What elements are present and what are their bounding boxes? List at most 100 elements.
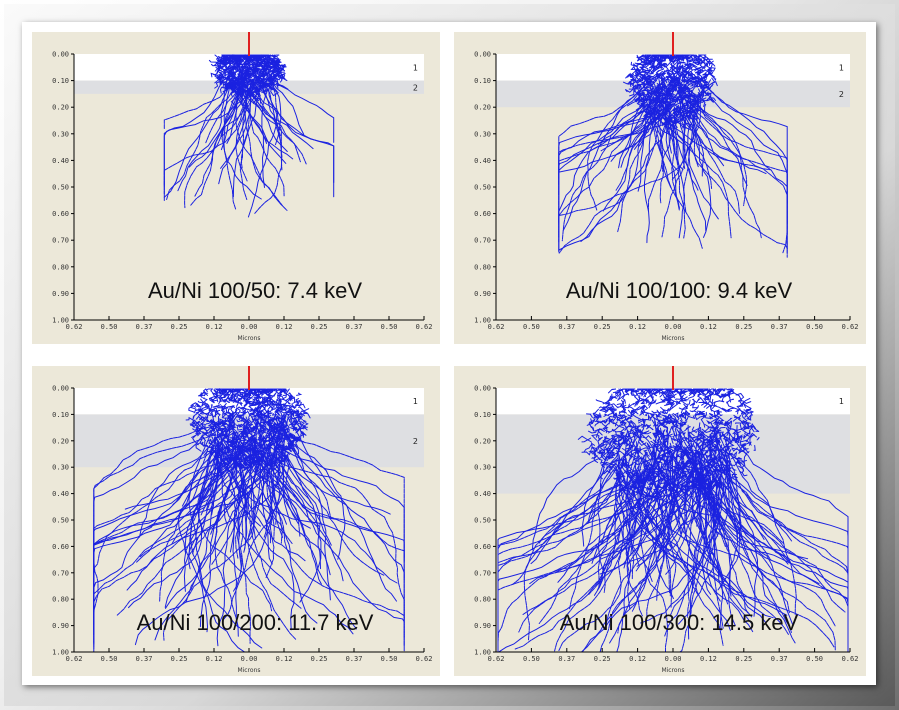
- y-tick-label: 0.30: [474, 130, 491, 138]
- trajectory-track: [274, 417, 332, 519]
- trajectory-core-segment: [242, 408, 250, 414]
- trajectory-core-segment: [247, 411, 253, 418]
- trajectory-core-segment: [244, 421, 253, 426]
- trajectory-core-segment: [610, 395, 617, 400]
- trajectory-core-segment: [647, 476, 653, 481]
- trajectory-core-segment: [252, 68, 257, 76]
- trajectory-core-segment: [241, 391, 245, 398]
- y-tick-label: 0.50: [474, 184, 491, 192]
- trajectory-core-segment: [628, 425, 638, 430]
- trajectory-core-segment: [213, 56, 221, 66]
- trajectory-core-segment: [298, 406, 310, 412]
- trajectory-core-segment: [640, 405, 646, 414]
- trajectory-core-segment: [698, 69, 704, 76]
- trajectory-track: [707, 469, 712, 547]
- trajectory-track: [184, 441, 216, 633]
- trajectory-core-segment: [707, 398, 714, 405]
- trajectory-core-segment: [255, 61, 264, 68]
- simulation-panel-bottom-left: 1 2 0.00 0.10 0.20 0.30 0.40 0.50 0.60 0.70 0.80 0.…: [32, 366, 440, 676]
- trajectory-core-segment: [630, 419, 636, 428]
- trajectory-core-segment: [712, 432, 719, 437]
- trajectory-track: [93, 414, 236, 593]
- trajectory-core-segment: [642, 431, 652, 435]
- trajectory-core-segment: [746, 438, 752, 447]
- trajectory-track: [687, 434, 790, 564]
- trajectory-core-segment: [702, 401, 716, 406]
- trajectory-core-segment: [638, 397, 651, 404]
- trajectory-track: [681, 110, 699, 168]
- trajectory-core-segment: [642, 72, 648, 77]
- trajectory-core-segment: [743, 452, 748, 467]
- trajectory-core-segment: [300, 419, 307, 424]
- trajectory-core-segment: [701, 428, 711, 433]
- trajectory-track: [665, 103, 680, 211]
- trajectory-core-segment: [225, 405, 233, 412]
- trajectory-core-segment: [598, 458, 604, 464]
- trajectory-core-segment: [593, 448, 599, 456]
- y-tick-label: 0.70: [52, 569, 69, 577]
- x-axis-title: Microns: [237, 667, 260, 674]
- trajectory-core-segment: [660, 72, 667, 84]
- trajectory-core-segment: [609, 459, 617, 468]
- trajectory-core-segment: [625, 388, 630, 393]
- trajectory-core-segment: [662, 414, 670, 419]
- trajectory-track: [686, 96, 788, 254]
- x-tick-label: 0.37: [771, 655, 788, 663]
- trajectory-core-segment: [647, 388, 653, 394]
- trajectory-track: [177, 67, 231, 192]
- trajectory-track: [558, 438, 633, 651]
- trajectory-core-segment: [735, 408, 741, 415]
- trajectory-core-segment: [662, 60, 673, 68]
- y-tick-label: 1.00: [474, 317, 491, 325]
- trajectory-core-segment: [197, 408, 204, 413]
- y-tick-label: 0.00: [52, 385, 69, 393]
- trajectory-core-segment: [628, 77, 635, 87]
- trajectory-core-segment: [650, 68, 657, 75]
- x-tick-label: 0.62: [842, 323, 859, 331]
- trajectory-core-segment: [240, 410, 249, 415]
- trajectory-core-segment: [695, 54, 703, 59]
- trajectory-core-segment: [599, 409, 608, 413]
- trajectory-core-segment: [616, 414, 628, 421]
- trajectory-core-segment: [591, 434, 600, 441]
- trajectory-track: [270, 436, 321, 570]
- y-tick-label: 0.80: [474, 596, 491, 604]
- trajectory-core-segment: [643, 84, 649, 89]
- trajectory-core-segment: [287, 407, 293, 414]
- trajectory-core-segment: [236, 458, 244, 461]
- trajectory-track: [497, 472, 636, 649]
- trajectory-core-segment: [632, 63, 639, 68]
- x-tick-label: 0.62: [416, 323, 433, 331]
- trajectory-core-segment: [659, 62, 668, 69]
- trajectory-core-segment: [619, 426, 626, 432]
- x-tick-label: 0.25: [171, 655, 188, 663]
- x-tick-label: 0.62: [66, 655, 83, 663]
- x-tick-label: 0.25: [594, 323, 611, 331]
- trajectory-core-segment: [224, 396, 229, 402]
- trajectory-core-segment: [612, 420, 619, 427]
- trajectory-core-segment: [677, 413, 686, 420]
- y-tick-label: 0.50: [52, 517, 69, 525]
- trajectory-core-segment: [697, 435, 703, 446]
- trajectory-core-segment: [703, 424, 711, 433]
- trajectory-core-segment: [258, 55, 265, 64]
- trajectory-core-segment: [723, 417, 733, 426]
- trajectory-core-segment: [686, 94, 696, 98]
- trajectory-core-segment: [699, 430, 705, 436]
- simulation-panel-top-right: 1 2 0.00 0.10 0.20 0.30 0.40 0.50 0.60 0.70 0.80 0.…: [454, 32, 866, 344]
- trajectory-track: [287, 417, 397, 602]
- trajectory-core-segment: [630, 425, 639, 431]
- trajectory-core-segment: [590, 442, 596, 450]
- trajectory-core-segment: [271, 407, 276, 411]
- trajectory-core-segment: [716, 389, 720, 395]
- trajectory-core-segment: [678, 403, 689, 411]
- trajectory-core-segment: [262, 426, 265, 433]
- trajectory-core-segment: [239, 406, 248, 410]
- trajectory-core-segment: [753, 427, 760, 432]
- trajectory-core-segment: [683, 79, 690, 83]
- trajectory-core-segment: [679, 74, 687, 78]
- trajectory-core-segment: [706, 404, 713, 412]
- trajectory-core-segment: [660, 62, 668, 67]
- trajectory-core-segment: [685, 415, 690, 422]
- trajectory-core-segment: [698, 413, 704, 416]
